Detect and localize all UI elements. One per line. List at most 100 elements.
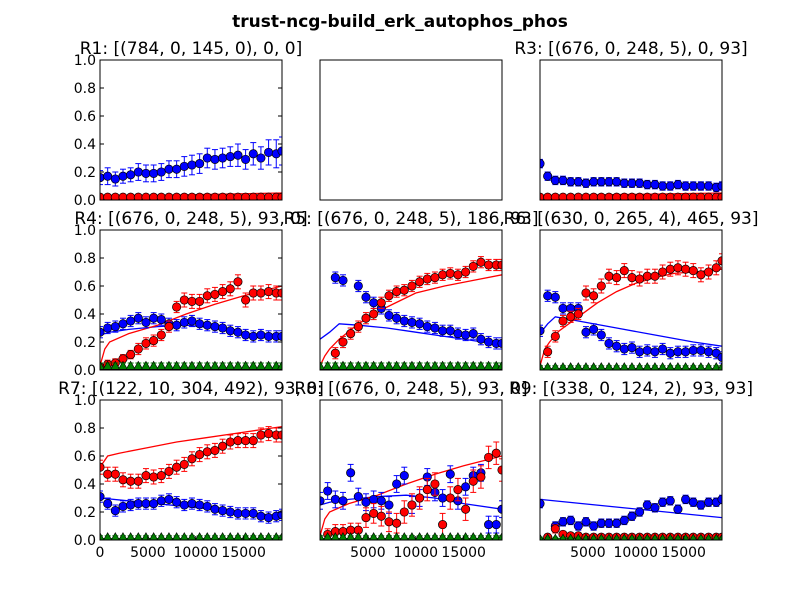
data-point: [241, 436, 251, 446]
data-point: [110, 322, 120, 332]
data-point: [110, 360, 121, 370]
data-point: [635, 274, 645, 284]
data-point: [596, 518, 606, 528]
data-point: [195, 296, 205, 306]
data-point: [133, 360, 144, 370]
data-point: [573, 309, 583, 319]
data-point: [322, 360, 333, 370]
data-point: [696, 270, 706, 280]
data-point: [264, 532, 274, 540]
data-point: [674, 533, 682, 540]
data-point: [627, 362, 637, 370]
data-point: [202, 153, 212, 163]
data-point: [581, 288, 591, 298]
data-point: [559, 533, 567, 540]
axes-frame: [319, 59, 503, 201]
data-point: [202, 501, 212, 511]
subplot-9: 5000 10000 15000 R9: [(338, 0, 124, 2), 93,…: [509, 379, 753, 561]
data-point: [361, 292, 371, 302]
data-point: [164, 494, 174, 504]
data-point: [566, 312, 576, 322]
data-point: [118, 319, 128, 329]
data-point: [125, 360, 136, 370]
data-series: [330, 256, 502, 360]
data-point: [551, 533, 559, 540]
x-tick-label: 5000: [570, 545, 606, 561]
model-line: [100, 425, 282, 468]
data-point: [248, 532, 258, 540]
x-tick-label: 0: [96, 545, 105, 561]
data-point: [635, 362, 645, 370]
data-point: [384, 310, 394, 320]
data-point: [141, 338, 151, 348]
data-point: [330, 273, 340, 283]
subplot-title: R1: [(784, 0, 145, 0), 0, 0]: [80, 39, 303, 59]
data-point: [217, 360, 228, 370]
data-point: [550, 331, 560, 341]
data-point: [156, 315, 166, 325]
data-point: [596, 330, 606, 340]
data-point: [635, 347, 645, 357]
data-point: [202, 320, 212, 330]
data-point: [264, 287, 274, 297]
data-point: [187, 454, 197, 464]
data-point: [445, 360, 456, 370]
data-point: [345, 360, 356, 370]
data-point: [558, 517, 568, 527]
data-point: [484, 520, 494, 530]
data-point: [149, 472, 159, 482]
data-point: [642, 362, 652, 370]
data-point: [218, 153, 228, 163]
data-point: [233, 508, 243, 518]
data-point: [673, 347, 683, 357]
data-point: [210, 322, 220, 332]
data-point: [202, 532, 212, 540]
data-point: [445, 469, 455, 479]
data-point: [681, 494, 691, 504]
data-point: [391, 360, 402, 370]
data-point: [681, 264, 691, 274]
data-point: [264, 147, 274, 157]
data-point: [376, 360, 387, 370]
subplot-title: R6: [(630, 0, 265, 4), 465, 93]: [504, 209, 759, 229]
data-point: [445, 268, 455, 278]
data-point: [233, 327, 243, 337]
data-point: [110, 506, 120, 516]
x-tick-label: 15000: [441, 545, 486, 561]
data-point: [320, 532, 325, 540]
data-point: [491, 532, 501, 540]
data-point: [187, 316, 197, 326]
data-point: [642, 345, 652, 355]
data-point: [399, 316, 409, 326]
y-tick-label: 1.0: [74, 223, 96, 239]
data-point: [461, 267, 471, 277]
subplot-title: R9: [(338, 0, 124, 2), 93, 93]: [509, 379, 753, 399]
data-point: [369, 508, 379, 518]
data-point: [422, 360, 433, 370]
data-point: [264, 429, 274, 439]
data-point: [407, 532, 417, 540]
data-point: [361, 313, 371, 323]
plot-area: [100, 60, 282, 200]
data-point: [620, 533, 628, 540]
data-point: [718, 533, 722, 540]
y-tick-label: 0.0: [74, 193, 96, 209]
subplot-2: [319, 59, 503, 201]
data-point: [483, 360, 494, 370]
data-point: [574, 533, 582, 540]
data-point: [642, 271, 652, 281]
data-point: [415, 277, 425, 287]
subplot-title: R5: [(676, 0, 248, 5), 186, 93]: [284, 209, 539, 229]
subplot-title: R7: [(122, 10, 304, 492), 93, 0]: [58, 379, 324, 399]
plot-marks: [540, 253, 722, 370]
data-point: [225, 284, 235, 294]
data-point: [544, 533, 552, 540]
data-point: [210, 532, 220, 540]
data-point: [384, 291, 394, 301]
data-point: [558, 316, 568, 326]
data-point: [102, 360, 113, 370]
data-series: [540, 289, 722, 364]
y-tick-label: 0.2: [74, 165, 96, 181]
data-point: [461, 330, 471, 340]
data-point: [597, 533, 605, 540]
